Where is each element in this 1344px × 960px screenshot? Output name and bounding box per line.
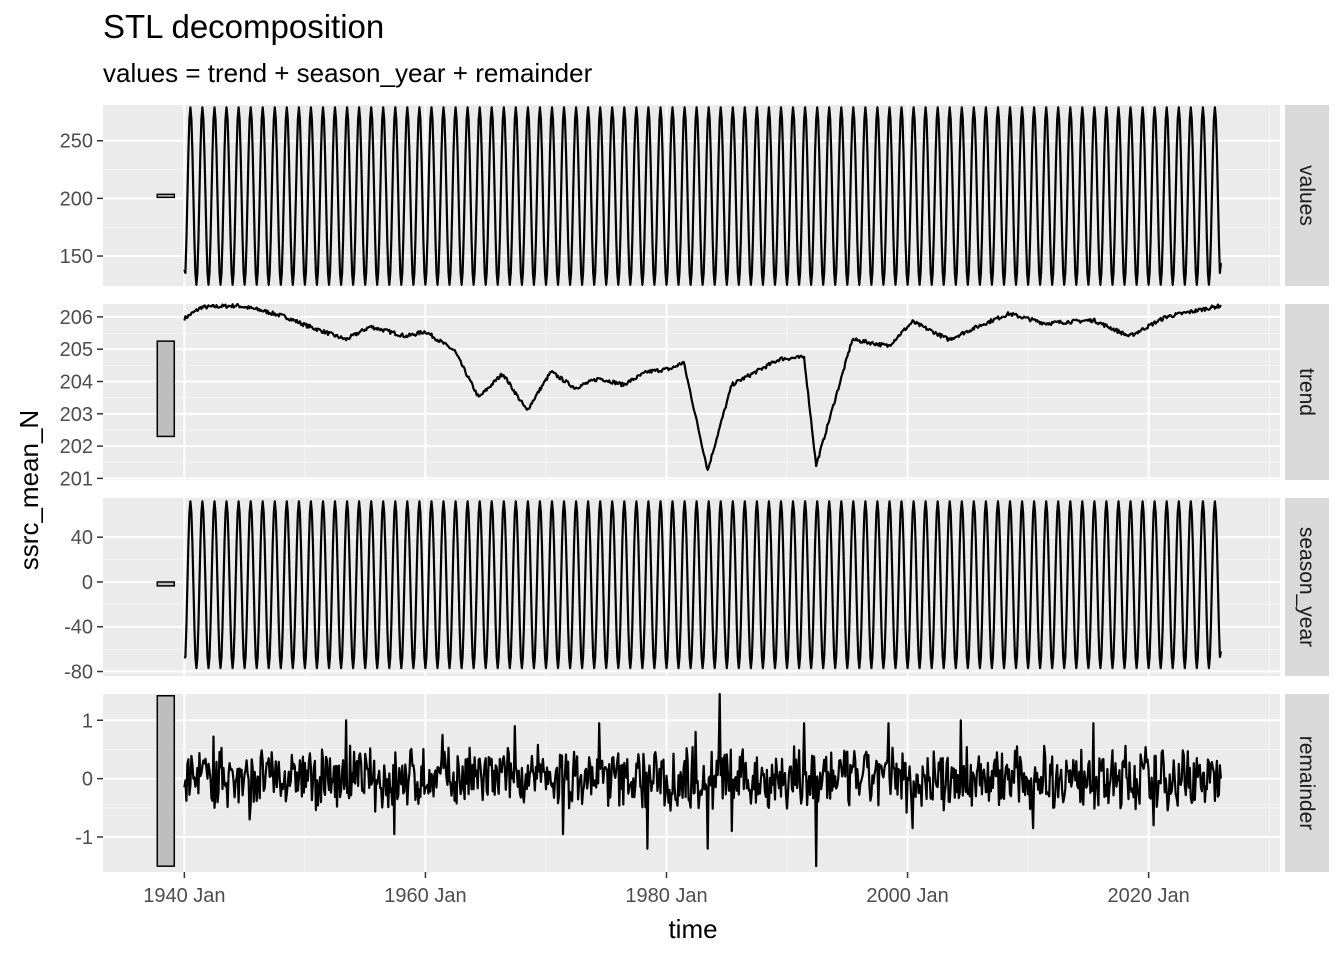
facet-strip-label: trend xyxy=(1295,368,1318,416)
y-tick-label: 204 xyxy=(60,372,93,394)
y-axis-title: ssrc_mean_N xyxy=(14,410,44,570)
x-tick-label: 2020 Jan xyxy=(1107,885,1189,907)
scale-bar xyxy=(156,695,176,867)
scale-bar xyxy=(156,581,176,587)
x-tick-label: 1940 Jan xyxy=(143,885,225,907)
panel-season_year: -80 -40 0 40 season_year xyxy=(64,498,1329,684)
y-tick-label: 40 xyxy=(71,527,93,549)
scale-bar xyxy=(156,193,176,199)
panel-background xyxy=(103,304,1280,480)
y-tick-label: 1 xyxy=(82,710,93,732)
y-tick-label: -80 xyxy=(64,662,93,684)
facet-strip xyxy=(1285,694,1329,872)
facet-strip xyxy=(1285,304,1329,480)
y-tick-label: 203 xyxy=(60,404,93,426)
y-tick-label: 150 xyxy=(60,246,93,268)
scale-bar xyxy=(156,340,176,438)
facet-strip-label: remainder xyxy=(1295,736,1318,831)
chart-title: STL decomposition xyxy=(103,8,385,45)
panel-trend: 201 202 203 204 205 206 trend xyxy=(60,302,1329,490)
y-tick-label: 205 xyxy=(60,339,93,361)
chart-subtitle: values = trend + season_year + remainder xyxy=(103,58,593,88)
facet-strip xyxy=(1285,498,1329,676)
y-tick-label: -40 xyxy=(64,617,93,639)
series-line-trend xyxy=(183,302,1222,471)
y-tick-label: 200 xyxy=(60,188,93,210)
facet-strip-label: values xyxy=(1295,165,1318,226)
x-tick-label: 2000 Jan xyxy=(866,885,948,907)
y-tick-label: 250 xyxy=(60,131,93,153)
y-tick-label: 0 xyxy=(82,769,93,791)
facet-panels: 150 200 250 values 201 202 203 204 205 206 trend -8… xyxy=(60,105,1329,872)
x-tick-label: 1980 Jan xyxy=(625,885,707,907)
x-tick-label: 1960 Jan xyxy=(384,885,466,907)
series-line-remainder xyxy=(183,692,1222,868)
y-tick-label: 201 xyxy=(60,468,93,490)
facet-strip-label: season_year xyxy=(1295,527,1318,647)
y-tick-label: 0 xyxy=(82,572,93,594)
x-axis-title: time xyxy=(668,914,717,944)
y-tick-label: 206 xyxy=(60,307,93,329)
series-line-values xyxy=(183,106,1222,286)
facet-strip xyxy=(1285,105,1329,286)
y-tick-label: -1 xyxy=(75,827,93,849)
series-line-season_year xyxy=(183,500,1222,670)
panel-remainder: -1 0 1 remainder xyxy=(75,692,1329,872)
panel-values: 150 200 250 values xyxy=(60,105,1329,286)
y-tick-label: 202 xyxy=(60,436,93,458)
x-axis: 1940 Jan 1960 Jan 1980 Jan 2000 Jan 2020 Jan xyxy=(143,872,1190,907)
